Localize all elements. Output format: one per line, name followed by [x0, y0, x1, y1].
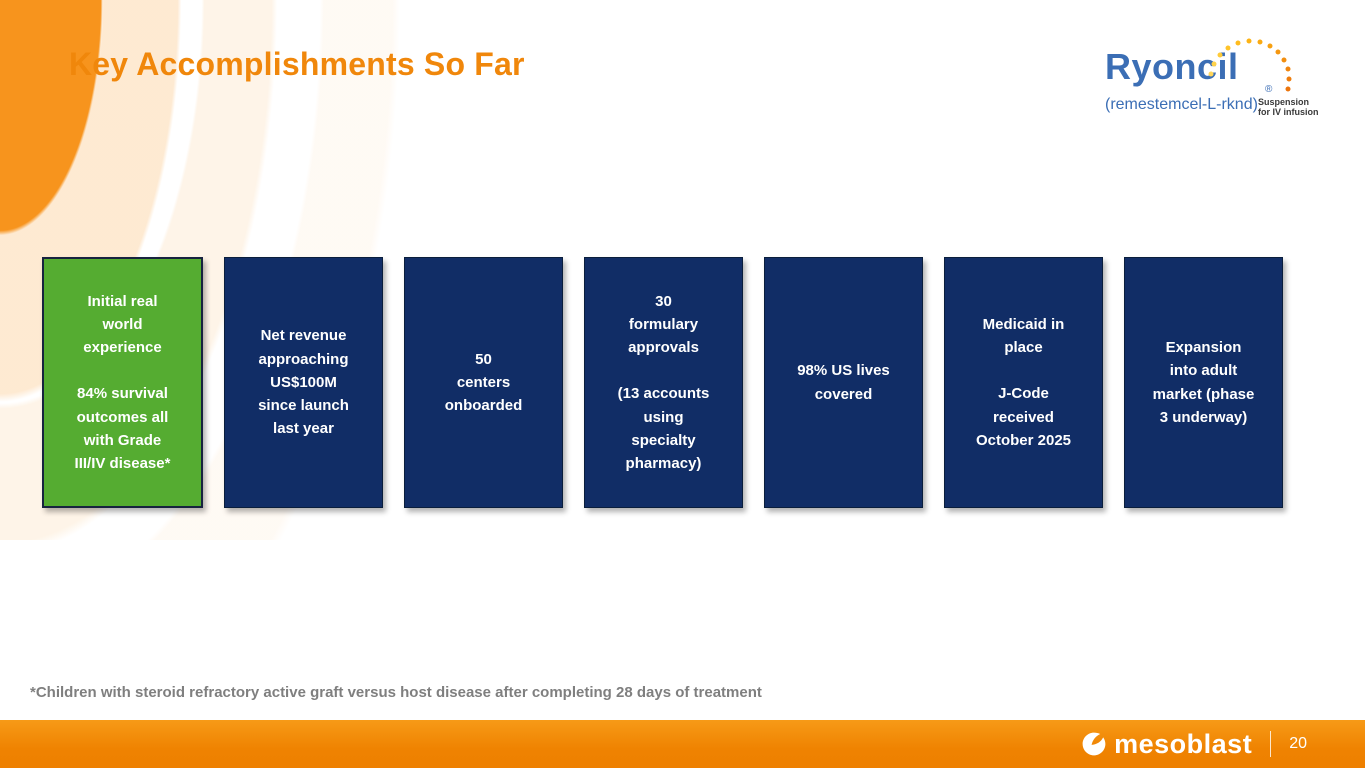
accomplishment-box-net-revenue: Net revenue approaching US$100M since la…: [224, 257, 383, 508]
registered-trademark: ®: [1265, 84, 1273, 95]
accomplishment-box-medicaid: Medicaid in place J-Code received Octobe…: [944, 257, 1103, 508]
accomplishment-box-formulary: 30 formulary approvals (13 accounts usin…: [584, 257, 743, 508]
box-text: J-Code received October 2025: [975, 385, 1072, 449]
ryoncil-logo: Ryoncil ® (remestemcel-L-rknd) Suspensio…: [1105, 38, 1345, 128]
mesoblast-wordmark: mesoblast: [1114, 728, 1253, 759]
footnote: *Children with steroid refractory active…: [30, 684, 762, 701]
box-text: Medicaid in place: [982, 315, 1065, 357]
accomplishment-box-expansion: Expansion into adult market (phase 3 und…: [1124, 257, 1283, 508]
box-text: (13 accounts using specialty pharmacy): [617, 385, 710, 473]
footer-divider: [1270, 731, 1272, 757]
box-text: 30 formulary approvals: [628, 292, 699, 357]
suspension-line1: Suspension: [1258, 97, 1310, 107]
box-text: 84% survival outcomes all with Grade III…: [74, 385, 171, 473]
mesoblast-icon: [1082, 732, 1106, 756]
mesoblast-logo: mesoblast: [1081, 729, 1252, 760]
accomplishment-boxes-row: Initial real world experience 84% surviv…: [42, 257, 1283, 508]
box-text: Expansion into adult market (phase 3 und…: [1152, 339, 1255, 426]
footer-bar: mesoblast 20: [0, 720, 1365, 768]
suspension-line2: for IV infusion: [1258, 107, 1319, 118]
box-text: Initial real world experience: [83, 292, 162, 357]
ryoncil-wordmark: Ryoncil: [1105, 46, 1239, 87]
ryoncil-dots-arc-icon: [1208, 38, 1292, 92]
accomplishment-box-centers: 50 centers onboarded: [404, 257, 563, 508]
box-text: 50 centers onboarded: [444, 350, 523, 415]
ryoncil-suspension-text: Suspension for IV infusion: [1258, 97, 1319, 118]
box-text: 98% US lives covered: [797, 362, 890, 403]
box-text: Net revenue approaching US$100M since la…: [258, 327, 349, 438]
page-title: Key Accomplishments So Far: [69, 46, 525, 82]
accomplishment-box-real-world: Initial real world experience 84% surviv…: [42, 257, 203, 508]
ryoncil-generic-name: (remestemcel-L-rknd): [1105, 96, 1258, 113]
accomplishment-box-lives-covered: 98% US lives covered: [764, 257, 923, 508]
page-number: 20: [1289, 735, 1307, 752]
